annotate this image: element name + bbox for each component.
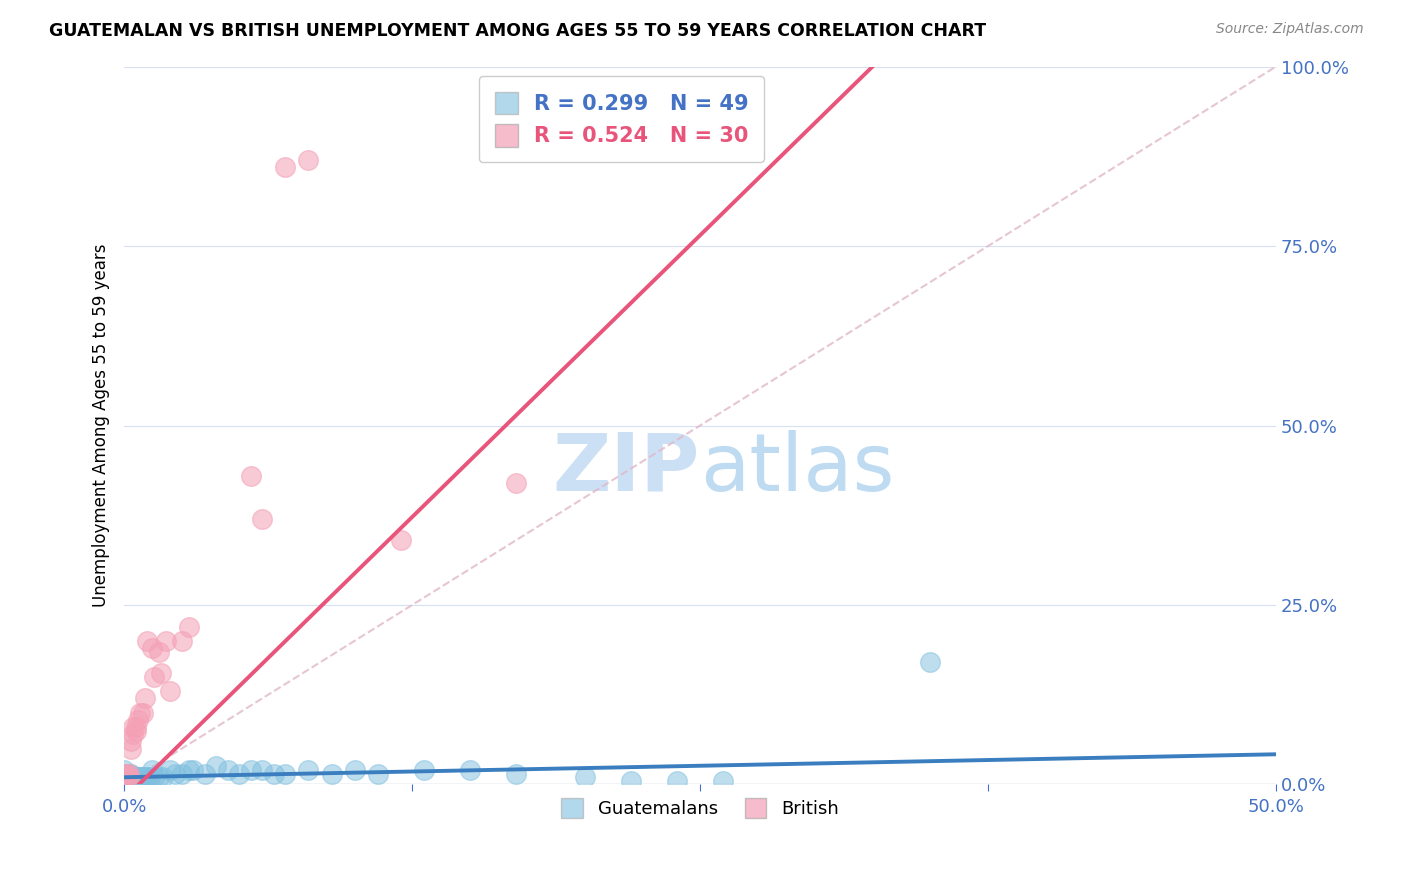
Point [389, 533, 412, 548]
Point [252, 512, 274, 526]
Point [129, 706, 152, 720]
Point [120, 766, 142, 780]
Point [118, 766, 141, 780]
Point [136, 633, 159, 648]
Legend: Guatemalans, British: Guatemalans, British [554, 790, 846, 826]
Point [297, 153, 319, 167]
Point [131, 770, 153, 784]
Point [711, 773, 734, 788]
Point [148, 645, 170, 659]
Point [129, 770, 152, 784]
Point [125, 723, 148, 738]
Point [120, 770, 142, 784]
Point [127, 713, 149, 727]
Point [141, 763, 163, 777]
Point [170, 766, 193, 780]
Point [115, 766, 138, 780]
Text: GUATEMALAN VS BRITISH UNEMPLOYMENT AMONG AGES 55 TO 59 YEARS CORRELATION CHART: GUATEMALAN VS BRITISH UNEMPLOYMENT AMONG… [49, 22, 987, 40]
Point [118, 770, 141, 784]
Point [127, 773, 149, 788]
Point [136, 770, 159, 784]
Point [620, 773, 643, 788]
Point [412, 763, 434, 777]
Point [666, 773, 689, 788]
Point [321, 766, 343, 780]
Point [574, 770, 596, 784]
Point [239, 468, 262, 483]
Point [274, 160, 297, 174]
Point [115, 766, 138, 780]
Point [127, 770, 149, 784]
Y-axis label: Unemployment Among Ages 55 to 59 years: Unemployment Among Ages 55 to 59 years [93, 244, 110, 607]
Point [122, 772, 145, 786]
Point [1104, 788, 1126, 802]
Point [159, 763, 181, 777]
Point [131, 706, 153, 720]
Point [217, 763, 239, 777]
Point [155, 633, 177, 648]
Point [920, 656, 942, 670]
Point [263, 766, 285, 780]
Point [458, 763, 481, 777]
Point [122, 727, 145, 741]
Point [115, 770, 138, 784]
Point [159, 684, 181, 698]
Point [228, 766, 250, 780]
Point [115, 770, 138, 784]
Point [239, 763, 262, 777]
Point [252, 763, 274, 777]
Point [177, 763, 200, 777]
Point [120, 741, 142, 756]
Point [122, 770, 145, 784]
Point [274, 766, 297, 780]
Point [134, 691, 156, 706]
Text: atlas: atlas [700, 430, 894, 508]
Point [343, 763, 366, 777]
Point [297, 763, 319, 777]
Point [138, 770, 160, 784]
Point [118, 770, 141, 784]
Point [125, 720, 148, 734]
Point [152, 770, 174, 784]
Point [112, 763, 135, 777]
Point [163, 766, 186, 780]
Point [118, 766, 141, 780]
Text: ZIP: ZIP [553, 430, 700, 508]
Text: Source: ZipAtlas.com: Source: ZipAtlas.com [1216, 22, 1364, 37]
Point [129, 770, 152, 784]
Point [505, 766, 527, 780]
Point [134, 770, 156, 784]
Point [143, 770, 166, 784]
Point [112, 766, 135, 780]
Point [170, 633, 193, 648]
Point [148, 770, 170, 784]
Point [150, 666, 173, 681]
Point [122, 720, 145, 734]
Point [141, 641, 163, 656]
Point [143, 670, 166, 684]
Point [205, 759, 228, 773]
Point [367, 766, 389, 780]
Point [120, 734, 142, 748]
Point [181, 763, 204, 777]
Point [125, 773, 148, 788]
Point [505, 475, 527, 490]
Point [194, 766, 217, 780]
Point [177, 619, 200, 633]
Point [125, 770, 148, 784]
